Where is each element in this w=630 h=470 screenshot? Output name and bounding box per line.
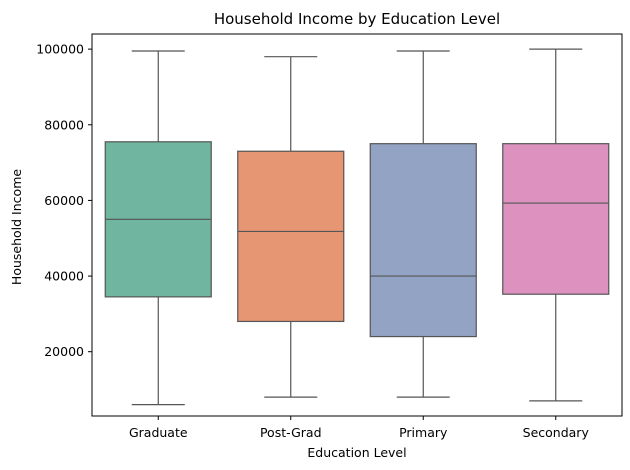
x-tick-label-graduate: Graduate — [129, 425, 188, 440]
y-tick-label-60000: 60000 — [44, 193, 84, 208]
y-tick-label-40000: 40000 — [44, 269, 84, 284]
box-secondary — [502, 143, 610, 295]
x-axis-label: Education Level — [307, 445, 406, 460]
chart-title: Household Income by Education Level — [214, 10, 500, 28]
y-axis-label: Household Income — [9, 169, 24, 285]
box-primary — [369, 143, 477, 338]
y-tick-label-80000: 80000 — [44, 117, 84, 132]
box-post-grad — [237, 150, 345, 323]
x-tick-label-primary: Primary — [399, 425, 448, 440]
plot-area: Graduate Post-Grad Primary Secondary 20000 40… — [36, 33, 623, 440]
plot-frame — [91, 33, 623, 417]
y-tick-label-20000: 20000 — [44, 344, 84, 359]
x-tick-label-secondary: Secondary — [523, 425, 590, 440]
y-tick-label-100000: 100000 — [36, 42, 84, 57]
x-tick-label-post-grad: Post-Grad — [260, 425, 322, 440]
